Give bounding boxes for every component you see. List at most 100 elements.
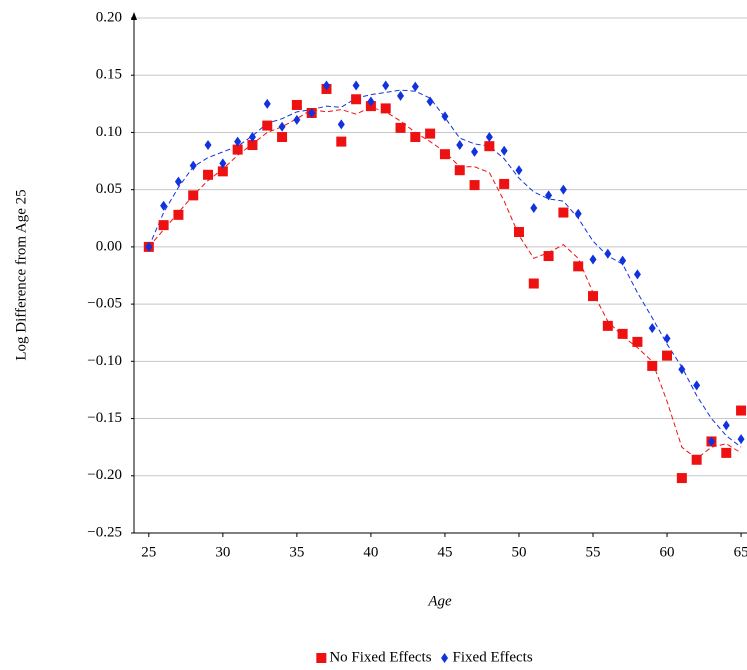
diamond-marker	[707, 436, 715, 447]
diamond-marker	[234, 136, 242, 147]
diamond-marker	[219, 158, 227, 169]
plot-area	[143, 80, 747, 484]
y-tick-label: 0.05	[96, 181, 122, 197]
square-marker	[188, 190, 199, 201]
diamond-marker	[145, 241, 153, 252]
diamond-marker	[160, 200, 168, 211]
diamond-marker	[485, 132, 493, 143]
diamond-marker	[367, 96, 375, 107]
square-marker	[410, 132, 421, 143]
y-tick-label: 0.15	[96, 67, 122, 83]
diamond-marker	[204, 140, 212, 151]
diamond-marker	[471, 146, 479, 157]
diamond-marker	[589, 254, 597, 265]
x-axis-label: Age	[427, 593, 452, 609]
diamond-marker	[426, 96, 434, 107]
diamond-marker	[604, 248, 612, 259]
square-marker	[232, 144, 243, 155]
diamond-marker	[530, 202, 538, 213]
square-marker	[647, 360, 658, 371]
square-marker	[336, 136, 347, 147]
square-marker	[588, 291, 599, 302]
y-tick-label: −0.15	[87, 410, 122, 426]
square-marker	[721, 447, 732, 458]
diamond-marker	[515, 165, 523, 176]
square-marker	[247, 140, 258, 151]
diamond-marker	[633, 269, 641, 280]
diamond-marker	[545, 190, 553, 201]
y-tick-label: 0.20	[96, 9, 122, 25]
square-marker	[277, 132, 288, 143]
diamond-marker	[678, 364, 686, 375]
square-marker	[632, 336, 643, 347]
diamond-marker	[411, 81, 419, 92]
square-marker	[513, 227, 524, 238]
x-tick-label: 40	[363, 544, 378, 560]
y-tick-label: 0.00	[96, 238, 122, 254]
trend-line	[148, 106, 742, 460]
x-tick-label: 65	[734, 544, 747, 560]
square-marker	[617, 328, 628, 339]
square-marker	[543, 251, 554, 262]
square-marker	[158, 220, 169, 231]
x-tick-label: 45	[437, 544, 452, 560]
x-tick-label: 35	[289, 544, 304, 560]
square-marker	[454, 165, 465, 176]
y-tick-label: −0.25	[87, 524, 122, 540]
diamond-marker	[559, 184, 567, 195]
y-axis-arrow	[131, 12, 137, 20]
y-tick-label: −0.05	[87, 296, 122, 312]
square-marker	[662, 350, 673, 361]
square-marker	[203, 169, 214, 180]
y-tick-label: −0.20	[87, 467, 122, 483]
x-tick-label: 25	[141, 544, 156, 560]
square-marker	[676, 473, 687, 484]
square-marker	[351, 94, 362, 105]
diamond-marker	[441, 111, 449, 122]
y-tick-label: 0.10	[96, 124, 122, 140]
diamond-marker	[189, 160, 197, 171]
diamond-marker	[352, 80, 360, 91]
square-marker	[395, 122, 406, 133]
legend-item: No Fixed Effects	[316, 649, 432, 665]
x-tick-label: 50	[511, 544, 526, 560]
x-tick-label: 60	[660, 544, 675, 560]
diamond-marker	[693, 380, 701, 391]
diamond-marker	[397, 90, 405, 101]
square-marker	[217, 166, 228, 177]
square-marker	[262, 120, 273, 131]
legend-label: No Fixed Effects	[329, 649, 431, 665]
square-marker	[291, 99, 302, 110]
square-marker	[736, 405, 747, 416]
x-tick-label: 30	[215, 544, 230, 560]
diamond-marker	[663, 333, 671, 344]
diamond-marker	[456, 140, 464, 151]
diamond-marker	[322, 80, 330, 91]
diamond-marker	[619, 255, 627, 266]
square-marker	[499, 178, 510, 189]
diamond-marker	[278, 121, 286, 132]
square-marker	[469, 180, 480, 191]
diamond-marker	[500, 145, 508, 156]
square-marker	[173, 209, 184, 220]
diamond-marker	[337, 119, 345, 130]
square-marker	[425, 128, 436, 139]
diamond-marker	[263, 98, 271, 109]
legend-marker	[441, 653, 449, 663]
square-marker	[439, 149, 450, 160]
diamond-marker	[248, 132, 256, 143]
square-marker	[558, 207, 569, 218]
diamond-marker	[737, 434, 745, 445]
square-marker	[528, 278, 539, 289]
diamond-marker	[382, 80, 390, 91]
diamond-marker	[648, 323, 656, 334]
diamond-marker	[308, 107, 316, 118]
square-marker	[573, 261, 584, 272]
diamond-marker	[574, 208, 582, 219]
legend-item: Fixed Effects	[441, 649, 533, 665]
square-marker	[691, 454, 702, 465]
diamond-marker	[174, 176, 182, 187]
square-marker	[484, 141, 495, 152]
